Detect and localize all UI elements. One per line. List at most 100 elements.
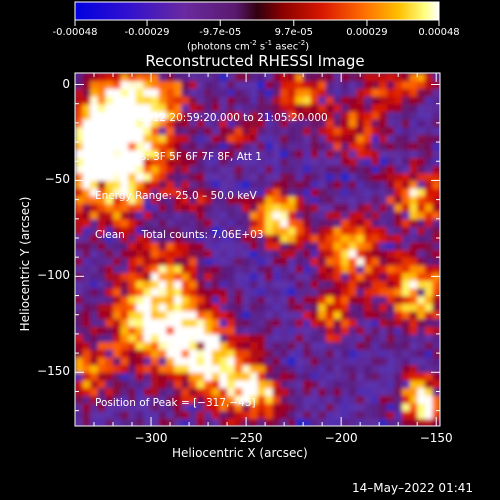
heatmap-cell xyxy=(151,241,160,251)
heatmap-cell xyxy=(128,295,137,304)
heatmap-cell xyxy=(371,119,380,128)
heatmap-cell xyxy=(295,326,304,335)
heatmap-cell xyxy=(181,333,190,343)
heatmap-cell xyxy=(189,318,198,327)
heatmap-cell xyxy=(173,142,183,151)
heatmap-cell xyxy=(318,88,327,97)
heatmap-cell xyxy=(181,80,190,89)
heatmap-cell xyxy=(151,272,160,281)
heatmap-cell xyxy=(265,387,274,396)
heatmap-cell xyxy=(227,349,236,358)
heatmap-cell xyxy=(356,211,365,220)
heatmap-cell xyxy=(227,211,236,220)
heatmap-cell xyxy=(82,303,91,312)
heatmap-cell xyxy=(75,264,84,274)
heatmap-cell xyxy=(97,165,106,174)
heatmap-cell xyxy=(166,234,175,243)
heatmap-cell xyxy=(287,119,297,128)
heatmap-cells xyxy=(75,73,440,426)
heatmap-cell xyxy=(82,88,91,97)
heatmap-cell xyxy=(90,211,99,220)
heatmap-cell xyxy=(280,318,289,327)
heatmap-cell xyxy=(196,103,205,112)
heatmap-cell xyxy=(348,180,357,189)
heatmap-cell xyxy=(364,418,373,426)
heatmap-cell xyxy=(325,349,335,358)
heatmap-cell xyxy=(310,88,319,97)
heatmap-cell xyxy=(333,364,342,373)
heatmap-cell xyxy=(287,134,297,143)
heatmap-cell xyxy=(386,395,395,404)
heatmap-cell xyxy=(257,172,266,182)
heatmap-cell xyxy=(295,111,304,120)
heatmap-cell xyxy=(97,119,106,128)
heatmap-cell xyxy=(424,249,433,258)
heatmap-cell xyxy=(409,195,418,205)
heatmap-cell xyxy=(90,172,99,182)
heatmap-cell xyxy=(105,372,114,381)
heatmap-cell xyxy=(371,73,380,82)
heatmap-cell xyxy=(356,257,365,266)
heatmap-cell xyxy=(82,310,91,320)
heatmap-cell xyxy=(272,318,281,327)
heatmap-cell xyxy=(128,341,137,350)
heatmap-cell xyxy=(211,80,221,89)
heatmap-cell xyxy=(249,341,259,350)
heatmap-cell xyxy=(341,295,350,304)
heatmap-cell xyxy=(364,333,373,343)
heatmap-cell xyxy=(287,111,297,120)
heatmap-cell xyxy=(379,380,388,389)
heatmap-cell xyxy=(75,241,84,251)
heatmap-cell xyxy=(181,73,190,82)
heatmap-cell xyxy=(303,257,312,266)
heatmap-cell xyxy=(234,226,243,235)
heatmap-cell xyxy=(386,403,395,412)
heatmap-cell xyxy=(333,272,342,281)
heatmap-cell xyxy=(128,356,137,366)
heatmap-cell xyxy=(394,395,403,404)
heatmap-cell xyxy=(75,226,84,235)
heatmap-cell xyxy=(417,203,426,212)
heatmap-cell xyxy=(90,303,99,312)
heatmap-cell xyxy=(386,310,395,320)
heatmap-cell xyxy=(295,280,304,289)
heatmap-cell xyxy=(318,403,327,412)
heatmap-cell xyxy=(310,257,319,266)
heatmap-cell xyxy=(272,211,281,220)
heatmap-cell xyxy=(364,341,373,350)
heatmap-cell xyxy=(75,134,84,143)
heatmap-cell xyxy=(333,218,342,228)
heatmap-cell xyxy=(173,80,183,89)
heatmap-cell xyxy=(249,387,259,396)
heatmap-cell xyxy=(379,142,388,151)
heatmap-cell xyxy=(310,96,319,105)
heatmap-cell xyxy=(402,195,411,205)
heatmap-cell xyxy=(257,410,266,419)
heatmap-cell xyxy=(143,403,152,412)
heatmap-cell xyxy=(257,372,266,381)
heatmap-cell xyxy=(120,395,129,404)
heatmap-cell xyxy=(234,387,243,396)
heatmap-cell xyxy=(82,188,91,197)
heatmap-cell xyxy=(409,303,418,312)
heatmap-cell xyxy=(196,380,205,389)
heatmap-cell xyxy=(166,226,175,235)
heatmap-cell xyxy=(90,80,99,89)
heatmap-cell xyxy=(128,134,137,143)
heatmap-cell xyxy=(432,88,440,97)
heatmap-cell xyxy=(158,326,167,335)
heatmap-cell xyxy=(219,96,228,105)
heatmap-cell xyxy=(173,326,183,335)
heatmap-cell xyxy=(257,119,266,128)
heatmap-cell xyxy=(394,333,403,343)
heatmap-cell xyxy=(318,234,327,243)
heatmap-cell xyxy=(386,172,395,182)
heatmap-cell xyxy=(151,134,160,143)
heatmap-cell xyxy=(189,287,198,297)
heatmap-cell xyxy=(295,310,304,320)
heatmap-cell xyxy=(333,241,342,251)
heatmap-cell xyxy=(333,341,342,350)
heatmap-cell xyxy=(295,349,304,358)
heatmap-cell xyxy=(265,88,274,97)
heatmap-cell xyxy=(417,287,426,297)
